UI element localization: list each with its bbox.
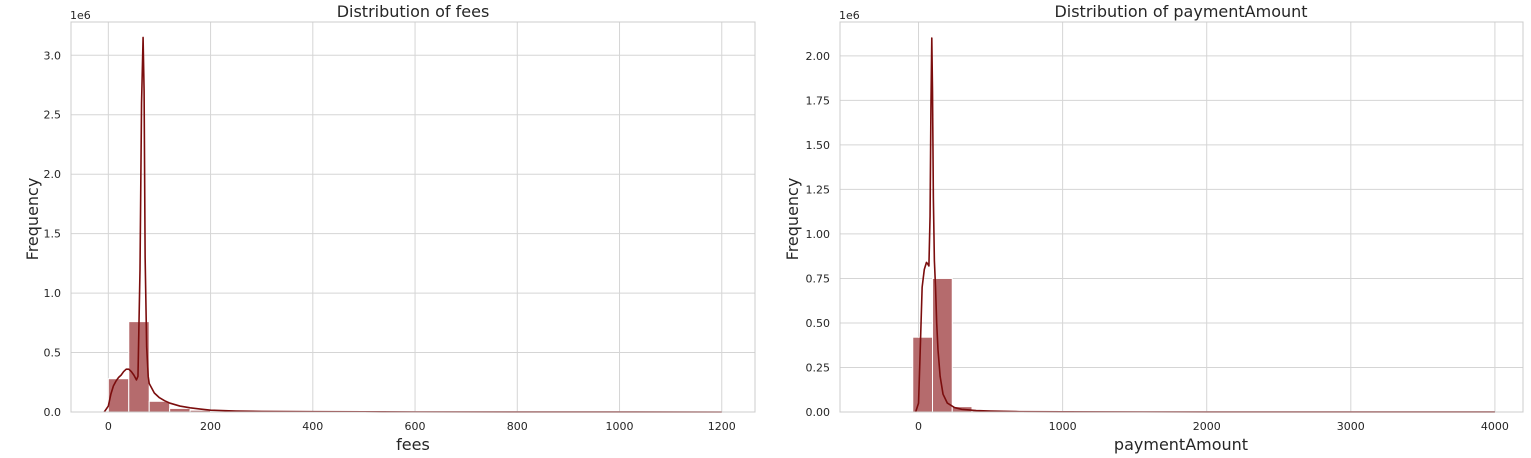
histogram-bar [169,407,191,413]
y-tick-label: 2.00 [806,50,831,63]
plot-area: 0 200 400 600 800 1000 1200 0.0 0.5 1.0 1.5 2.0 2.5 3… [44,21,756,433]
y-tick-label: 2.0 [44,168,62,181]
kde-line [914,37,1495,413]
x-tick-label: 3000 [1337,420,1365,433]
axes-frame [839,21,1524,413]
y-tick-label: 3.0 [44,49,62,62]
y-tick-label: 1.0 [44,287,62,300]
plot-area: 0 1000 2000 3000 4000 0.00 0.25 0.50 0.75 1.00 1.2… [806,21,1524,433]
x-axis-label: paymentAmount [1114,435,1248,454]
x-tick-label: 4000 [1481,420,1509,433]
x-tick-label: 0 [915,420,922,433]
y-scale-label: 1e6 [70,9,91,22]
y-tick-label: 1.50 [806,139,831,152]
x-tick-label: 200 [200,420,221,433]
y-tick-label: 2.5 [44,109,62,122]
kde-line [103,36,722,413]
fees-distribution-chart: 0 200 400 600 800 1000 1200 0.0 0.5 1.0 1.5 2.0 2.5 3… [23,2,756,454]
chart-title: Distribution of fees [337,2,490,21]
y-axis-label: Frequency [783,178,802,261]
x-tick-label: 400 [302,420,323,433]
y-tick-label: 0.50 [806,317,831,330]
x-tick-label: 2000 [1193,420,1221,433]
x-tick-label: 0 [105,420,112,433]
axes-frame [70,21,756,413]
x-tick-label: 800 [507,420,528,433]
y-tick-label: 1.25 [806,183,831,196]
histogram-bar [912,336,934,413]
x-tick-label: 600 [405,420,426,433]
payment-amount-distribution-chart: 0 1000 2000 3000 4000 0.00 0.25 0.50 0.75 1.00 1.2… [783,2,1524,454]
y-tick-label: 0.5 [44,347,62,360]
y-tick-label: 0.00 [806,406,831,419]
y-axis-label: Frequency [23,178,42,261]
x-tick-label: 1200 [708,420,736,433]
y-tick-label: 1.00 [806,228,831,241]
y-tick-label: 1.75 [806,94,831,107]
chart-title: Distribution of paymentAmount [1054,2,1307,21]
histogram-bar [148,400,171,413]
y-scale-label: 1e6 [839,9,860,22]
x-tick-label: 1000 [1049,420,1077,433]
y-tick-label: 0.25 [806,361,831,374]
x-tick-label: 1000 [606,420,634,433]
y-tick-label: 0.0 [44,406,62,419]
x-axis-label: fees [396,435,430,454]
y-tick-label: 0.75 [806,272,831,285]
y-tick-label: 1.5 [44,228,62,241]
